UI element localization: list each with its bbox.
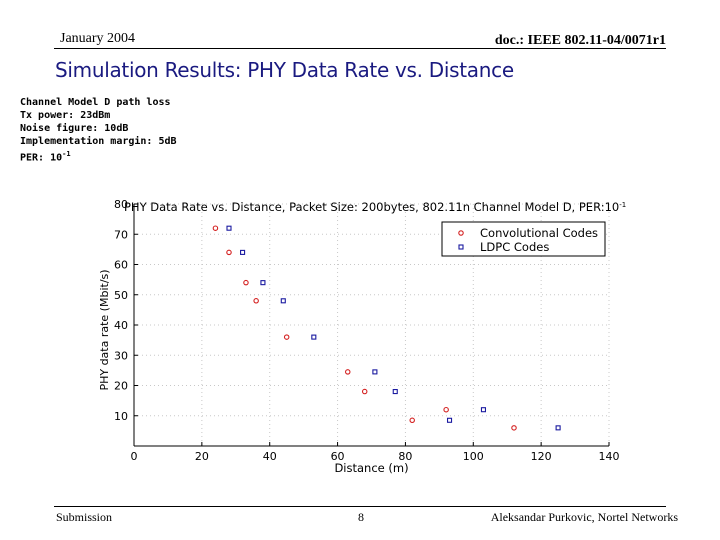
header-date: January 2004 [60,31,136,46]
data-point-ldpc [226,225,232,231]
x-tick-label: 100 [463,450,484,463]
data-point-ldpc [311,334,317,340]
y-tick-label: 40 [114,319,128,332]
data-point-convolutional [511,425,517,431]
data-point-ldpc [480,407,487,413]
y-axis-label: PHY data rate (Mbit/s) [98,269,111,390]
slide-title: Simulation Results: PHY Data Rate vs. Di… [55,58,514,82]
param-tx-power: Tx power: 23dBm [20,110,111,121]
data-point-convolutional [443,406,449,413]
chart-title: PHY Data Rate vs. Distance, Packet Size:… [124,200,626,214]
data-point-convolutional [283,334,290,340]
param-impl-margin: Implementation margin: 5dB [20,136,177,147]
chart-title-exponent: -1 [619,201,626,209]
x-tick-label: 40 [263,450,277,463]
data-point-ldpc [555,425,561,431]
data-point-ldpc [446,417,453,423]
x-tick-label: 140 [599,450,620,463]
param-per-exponent: -1 [62,150,71,158]
x-tick-label: 60 [331,450,345,463]
legend-label: Convolutional Codes [480,226,598,240]
x-axis-label: Distance (m) [334,461,408,475]
x-tick-label: 20 [195,450,209,463]
x-tick-label: 80 [398,450,412,463]
y-tick-label: 50 [114,289,128,302]
param-noise-figure: Noise figure: 10dB [20,123,129,134]
footer-author: Aleksandar Purkovic, Nortel Networks [490,510,678,524]
legend-box [441,221,606,257]
footer-page-number: 8 [358,510,364,524]
y-tick-label: 60 [114,259,128,272]
data-point-convolutional [243,279,249,286]
data-point-convolutional [226,249,232,256]
footer-rule [54,506,666,507]
simulation-parameters: Channel Model D path loss Tx power: 23dB… [20,96,177,164]
y-tick-label: 10 [114,410,128,423]
y-tick-label: 70 [114,228,128,241]
x-tick-label: 120 [531,450,552,463]
header-doc-id: doc.: IEEE 802.11-04/0071r1 [494,33,666,48]
param-per-label: PER: 10 [20,152,63,164]
data-point-convolutional [409,417,415,424]
data-point-convolutional [212,225,219,231]
data-point-convolutional [344,369,351,375]
data-point-ldpc [372,369,378,375]
y-tick-label: 30 [114,349,128,362]
data-point-ldpc [260,280,266,286]
data-point-convolutional [253,298,259,304]
y-tick-label: 80 [114,198,128,211]
footer-submission: Submission [56,510,113,524]
param-path-loss: Channel Model D path loss [20,97,171,108]
data-point-ldpc [392,388,398,395]
data-point-ldpc [280,298,286,304]
x-tick-label: 0 [131,450,138,463]
param-per: PER: 10-1 [20,148,177,164]
legend-marker-circle [458,230,464,236]
legend-marker-square [458,244,464,250]
header-rule [54,48,666,49]
data-point-convolutional [361,388,368,395]
y-tick-label: 20 [114,380,128,393]
data-point-ldpc [240,249,246,255]
legend-label: LDPC Codes [480,240,549,254]
